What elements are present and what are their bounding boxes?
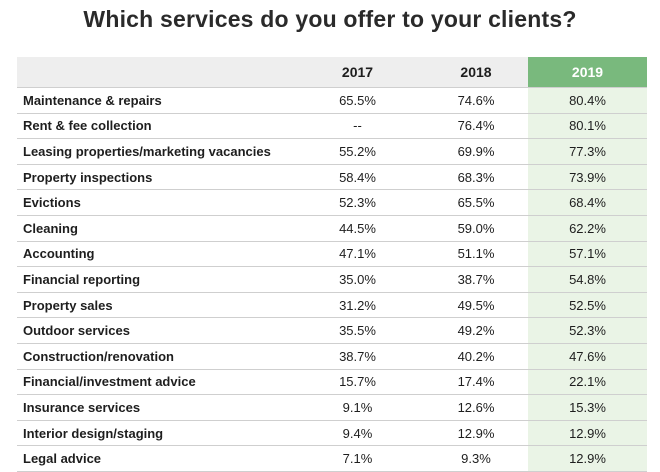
row-label: Financial reporting [17, 266, 291, 293]
table-row: Property inspections 58.4% 68.3% 73.9% [17, 164, 647, 191]
value-cell-2018: 59.0% [424, 215, 528, 242]
table-row: Financial/investment advice 15.7% 17.4% 22.… [17, 369, 647, 396]
row-label: Maintenance & repairs [17, 87, 291, 114]
column-header-2018: 2018 [424, 57, 528, 88]
value-cell-2019: 15.3% [528, 394, 647, 421]
value-cell-2018: 49.2% [424, 317, 528, 344]
header-row: 2017 2018 2019 [17, 57, 647, 88]
value-cell-2017: -- [291, 113, 424, 140]
value-cell-2017: 15.7% [291, 369, 424, 396]
value-cell-2018: 38.7% [424, 266, 528, 293]
value-cell-2017: 38.7% [291, 343, 424, 370]
value-cell-2018: 49.5% [424, 292, 528, 319]
row-label: Cleaning [17, 215, 291, 242]
value-cell-2018: 76.4% [424, 113, 528, 140]
value-cell-2019: 57.1% [528, 241, 647, 268]
value-cell-2019: 68.4% [528, 189, 647, 216]
table-row: Construction/renovation 38.7% 40.2% 47.6% [17, 343, 647, 370]
table-row: Evictions 52.3% 65.5% 68.4% [17, 189, 647, 216]
row-label: Evictions [17, 189, 291, 216]
value-cell-2017: 44.5% [291, 215, 424, 242]
value-cell-2019: 62.2% [528, 215, 647, 242]
value-cell-2017: 7.1% [291, 445, 424, 472]
row-label: Interior design/staging [17, 420, 291, 447]
chart-title: Which services do you offer to your clie… [83, 6, 577, 32]
value-cell-2017: 58.4% [291, 164, 424, 191]
value-cell-2017: 35.5% [291, 317, 424, 344]
table-row: Cleaning 44.5% 59.0% 62.2% [17, 215, 647, 242]
value-cell-2017: 47.1% [291, 241, 424, 268]
value-cell-2019: 12.9% [528, 445, 647, 472]
row-label: Outdoor services [17, 317, 291, 344]
table-row: Accounting 47.1% 51.1% 57.1% [17, 241, 647, 268]
value-cell-2017: 9.4% [291, 420, 424, 447]
value-cell-2019: 52.5% [528, 292, 647, 319]
table-row: Maintenance & repairs 65.5% 74.6% 80.4% [17, 87, 647, 114]
value-cell-2019: 22.1% [528, 369, 647, 396]
services-table: 2017 2018 2019 Maintenance & repairs 65.5… [17, 57, 647, 472]
row-label: Property inspections [17, 164, 291, 191]
value-cell-2018: 40.2% [424, 343, 528, 370]
row-label: Leasing properties/marketing vacancies [17, 138, 291, 165]
table-row: Property sales 31.2% 49.5% 52.5% [17, 292, 647, 319]
value-cell-2019: 80.1% [528, 113, 647, 140]
value-cell-2018: 17.4% [424, 369, 528, 396]
value-cell-2018: 9.3% [424, 445, 528, 472]
value-cell-2018: 12.6% [424, 394, 528, 421]
value-cell-2019: 47.6% [528, 343, 647, 370]
table-row: Interior design/staging 9.4% 12.9% 12.9% [17, 420, 647, 447]
value-cell-2019: 12.9% [528, 420, 647, 447]
column-header-2017: 2017 [291, 57, 424, 88]
value-cell-2017: 31.2% [291, 292, 424, 319]
table-row: Legal advice 7.1% 9.3% 12.9% [17, 445, 647, 472]
table-row: Outdoor services 35.5% 49.2% 52.3% [17, 317, 647, 344]
value-cell-2017: 35.0% [291, 266, 424, 293]
value-cell-2019: 80.4% [528, 87, 647, 114]
column-header-2019: 2019 [528, 57, 647, 88]
value-cell-2019: 73.9% [528, 164, 647, 191]
value-cell-2017: 9.1% [291, 394, 424, 421]
row-label: Insurance services [17, 394, 291, 421]
table-row: Insurance services 9.1% 12.6% 15.3% [17, 394, 647, 421]
row-label: Accounting [17, 241, 291, 268]
row-label: Financial/investment advice [17, 369, 291, 396]
table-row: Rent & fee collection -- 76.4% 80.1% [17, 113, 647, 140]
value-cell-2017: 52.3% [291, 189, 424, 216]
row-label: Legal advice [17, 445, 291, 472]
table-body: Maintenance & repairs 65.5% 74.6% 80.4% Rent… [17, 87, 647, 472]
value-cell-2017: 65.5% [291, 87, 424, 114]
value-cell-2019: 52.3% [528, 317, 647, 344]
row-label: Property sales [17, 292, 291, 319]
row-label: Construction/renovation [17, 343, 291, 370]
table-row: Leasing properties/marketing vacancies 55… [17, 138, 647, 165]
value-cell-2018: 12.9% [424, 420, 528, 447]
value-cell-2018: 65.5% [424, 189, 528, 216]
header-blank-cell [17, 57, 291, 88]
value-cell-2019: 54.8% [528, 266, 647, 293]
value-cell-2018: 74.6% [424, 87, 528, 114]
value-cell-2018: 69.9% [424, 138, 528, 165]
table-row: Financial reporting 35.0% 38.7% 54.8% [17, 266, 647, 293]
row-label: Rent & fee collection [17, 113, 291, 140]
value-cell-2017: 55.2% [291, 138, 424, 165]
value-cell-2018: 51.1% [424, 241, 528, 268]
value-cell-2018: 68.3% [424, 164, 528, 191]
value-cell-2019: 77.3% [528, 138, 647, 165]
